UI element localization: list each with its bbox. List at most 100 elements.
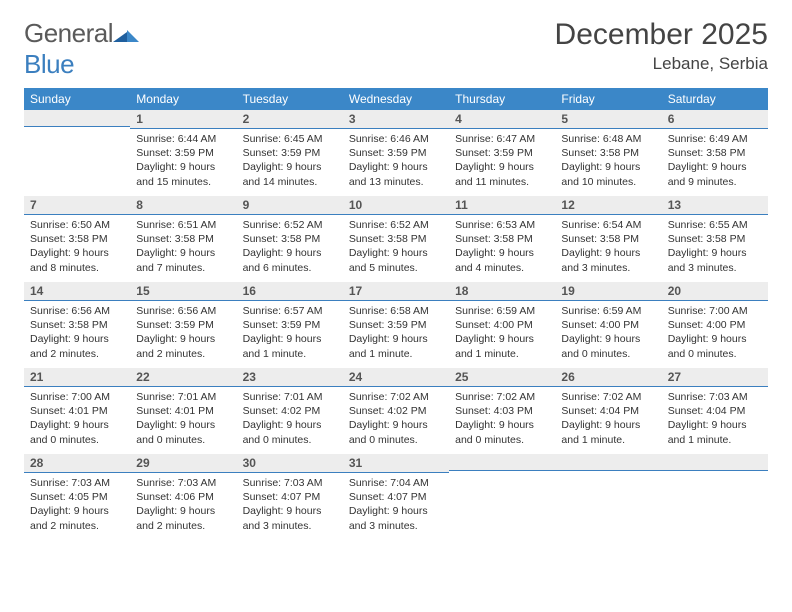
calendar-day-cell: 12Sunrise: 6:54 AMSunset: 3:58 PMDayligh…	[555, 196, 661, 282]
calendar-day-cell: 31Sunrise: 7:04 AMSunset: 4:07 PMDayligh…	[343, 454, 449, 540]
day-number: 18	[449, 282, 555, 301]
day-number: 23	[237, 368, 343, 387]
calendar-week-row: 14Sunrise: 6:56 AMSunset: 3:58 PMDayligh…	[24, 282, 768, 368]
calendar-day-cell: 8Sunrise: 6:51 AMSunset: 3:58 PMDaylight…	[130, 196, 236, 282]
calendar-day-cell: 13Sunrise: 6:55 AMSunset: 3:58 PMDayligh…	[662, 196, 768, 282]
day-details: Sunrise: 6:59 AMSunset: 4:00 PMDaylight:…	[449, 301, 555, 365]
weekday-header: Sunday	[24, 88, 130, 110]
page-header: GeneralBlue December 2025 Lebane, Serbia	[24, 18, 768, 80]
day-number: 3	[343, 110, 449, 129]
calendar-day-cell: 24Sunrise: 7:02 AMSunset: 4:02 PMDayligh…	[343, 368, 449, 454]
day-details: Sunrise: 7:01 AMSunset: 4:02 PMDaylight:…	[237, 387, 343, 451]
calendar-day-cell: 19Sunrise: 6:59 AMSunset: 4:00 PMDayligh…	[555, 282, 661, 368]
weekday-header: Saturday	[662, 88, 768, 110]
day-details: Sunrise: 6:47 AMSunset: 3:59 PMDaylight:…	[449, 129, 555, 193]
weekday-header: Thursday	[449, 88, 555, 110]
calendar-day-cell: 28Sunrise: 7:03 AMSunset: 4:05 PMDayligh…	[24, 454, 130, 540]
brand-text: GeneralBlue	[24, 18, 139, 80]
day-number: 8	[130, 196, 236, 215]
day-details: Sunrise: 7:01 AMSunset: 4:01 PMDaylight:…	[130, 387, 236, 451]
day-number: 2	[237, 110, 343, 129]
day-number: 31	[343, 454, 449, 473]
day-number: 25	[449, 368, 555, 387]
day-number: 13	[662, 196, 768, 215]
day-number: 5	[555, 110, 661, 129]
day-number: 10	[343, 196, 449, 215]
calendar-day-cell: 27Sunrise: 7:03 AMSunset: 4:04 PMDayligh…	[662, 368, 768, 454]
calendar-page: GeneralBlue December 2025 Lebane, Serbia…	[0, 0, 792, 612]
calendar-day-cell: 22Sunrise: 7:01 AMSunset: 4:01 PMDayligh…	[130, 368, 236, 454]
day-number: 28	[24, 454, 130, 473]
calendar-day-cell: 25Sunrise: 7:02 AMSunset: 4:03 PMDayligh…	[449, 368, 555, 454]
calendar-day-cell: 2Sunrise: 6:45 AMSunset: 3:59 PMDaylight…	[237, 110, 343, 196]
day-number: 22	[130, 368, 236, 387]
day-details: Sunrise: 6:52 AMSunset: 3:58 PMDaylight:…	[237, 215, 343, 279]
day-details: Sunrise: 6:54 AMSunset: 3:58 PMDaylight:…	[555, 215, 661, 279]
calendar-day-cell: 15Sunrise: 6:56 AMSunset: 3:59 PMDayligh…	[130, 282, 236, 368]
day-number: 24	[343, 368, 449, 387]
calendar-day-cell: 17Sunrise: 6:58 AMSunset: 3:59 PMDayligh…	[343, 282, 449, 368]
calendar-week-row: 7Sunrise: 6:50 AMSunset: 3:58 PMDaylight…	[24, 196, 768, 282]
day-number-empty	[449, 454, 555, 471]
calendar-day-cell: 23Sunrise: 7:01 AMSunset: 4:02 PMDayligh…	[237, 368, 343, 454]
calendar-day-cell: 7Sunrise: 6:50 AMSunset: 3:58 PMDaylight…	[24, 196, 130, 282]
day-details: Sunrise: 7:02 AMSunset: 4:03 PMDaylight:…	[449, 387, 555, 451]
day-details: Sunrise: 7:04 AMSunset: 4:07 PMDaylight:…	[343, 473, 449, 537]
brand-mark-icon	[113, 24, 139, 42]
day-number: 9	[237, 196, 343, 215]
day-number-empty	[555, 454, 661, 471]
calendar-day-cell: 30Sunrise: 7:03 AMSunset: 4:07 PMDayligh…	[237, 454, 343, 540]
day-number: 17	[343, 282, 449, 301]
calendar-day-cell	[449, 454, 555, 540]
calendar-day-cell	[24, 110, 130, 196]
calendar-day-cell: 16Sunrise: 6:57 AMSunset: 3:59 PMDayligh…	[237, 282, 343, 368]
day-details: Sunrise: 6:56 AMSunset: 3:58 PMDaylight:…	[24, 301, 130, 365]
day-details: Sunrise: 6:58 AMSunset: 3:59 PMDaylight:…	[343, 301, 449, 365]
calendar-week-row: 21Sunrise: 7:00 AMSunset: 4:01 PMDayligh…	[24, 368, 768, 454]
day-details: Sunrise: 6:45 AMSunset: 3:59 PMDaylight:…	[237, 129, 343, 193]
day-details: Sunrise: 7:03 AMSunset: 4:06 PMDaylight:…	[130, 473, 236, 537]
day-number: 14	[24, 282, 130, 301]
calendar-week-row: 1Sunrise: 6:44 AMSunset: 3:59 PMDaylight…	[24, 110, 768, 196]
day-number: 12	[555, 196, 661, 215]
day-details: Sunrise: 6:50 AMSunset: 3:58 PMDaylight:…	[24, 215, 130, 279]
day-number: 21	[24, 368, 130, 387]
calendar-day-cell: 1Sunrise: 6:44 AMSunset: 3:59 PMDaylight…	[130, 110, 236, 196]
day-number: 29	[130, 454, 236, 473]
day-details: Sunrise: 6:52 AMSunset: 3:58 PMDaylight:…	[343, 215, 449, 279]
calendar-day-cell: 11Sunrise: 6:53 AMSunset: 3:58 PMDayligh…	[449, 196, 555, 282]
calendar-day-cell	[662, 454, 768, 540]
day-details: Sunrise: 6:46 AMSunset: 3:59 PMDaylight:…	[343, 129, 449, 193]
day-number-empty	[24, 110, 130, 127]
calendar-day-cell	[555, 454, 661, 540]
title-block: December 2025 Lebane, Serbia	[555, 18, 768, 74]
calendar-header-row: Sunday Monday Tuesday Wednesday Thursday…	[24, 88, 768, 110]
calendar-body: 1Sunrise: 6:44 AMSunset: 3:59 PMDaylight…	[24, 110, 768, 540]
day-number-empty	[662, 454, 768, 471]
weekday-header: Wednesday	[343, 88, 449, 110]
day-number: 4	[449, 110, 555, 129]
weekday-header: Tuesday	[237, 88, 343, 110]
day-number: 30	[237, 454, 343, 473]
day-details: Sunrise: 7:03 AMSunset: 4:05 PMDaylight:…	[24, 473, 130, 537]
day-number: 1	[130, 110, 236, 129]
brand-text-b: Blue	[24, 49, 74, 79]
day-details: Sunrise: 6:53 AMSunset: 3:58 PMDaylight:…	[449, 215, 555, 279]
day-details: Sunrise: 7:02 AMSunset: 4:04 PMDaylight:…	[555, 387, 661, 451]
calendar-day-cell: 29Sunrise: 7:03 AMSunset: 4:06 PMDayligh…	[130, 454, 236, 540]
weekday-header: Friday	[555, 88, 661, 110]
calendar-day-cell: 26Sunrise: 7:02 AMSunset: 4:04 PMDayligh…	[555, 368, 661, 454]
calendar-day-cell: 5Sunrise: 6:48 AMSunset: 3:58 PMDaylight…	[555, 110, 661, 196]
month-title: December 2025	[555, 18, 768, 52]
calendar-day-cell: 3Sunrise: 6:46 AMSunset: 3:59 PMDaylight…	[343, 110, 449, 196]
day-number: 20	[662, 282, 768, 301]
day-details: Sunrise: 7:03 AMSunset: 4:04 PMDaylight:…	[662, 387, 768, 451]
calendar-day-cell: 4Sunrise: 6:47 AMSunset: 3:59 PMDaylight…	[449, 110, 555, 196]
brand-text-a: General	[24, 18, 113, 48]
calendar-day-cell: 6Sunrise: 6:49 AMSunset: 3:58 PMDaylight…	[662, 110, 768, 196]
day-details: Sunrise: 7:00 AMSunset: 4:00 PMDaylight:…	[662, 301, 768, 365]
calendar-day-cell: 20Sunrise: 7:00 AMSunset: 4:00 PMDayligh…	[662, 282, 768, 368]
brand-logo: GeneralBlue	[24, 18, 139, 80]
day-number: 26	[555, 368, 661, 387]
day-number: 15	[130, 282, 236, 301]
